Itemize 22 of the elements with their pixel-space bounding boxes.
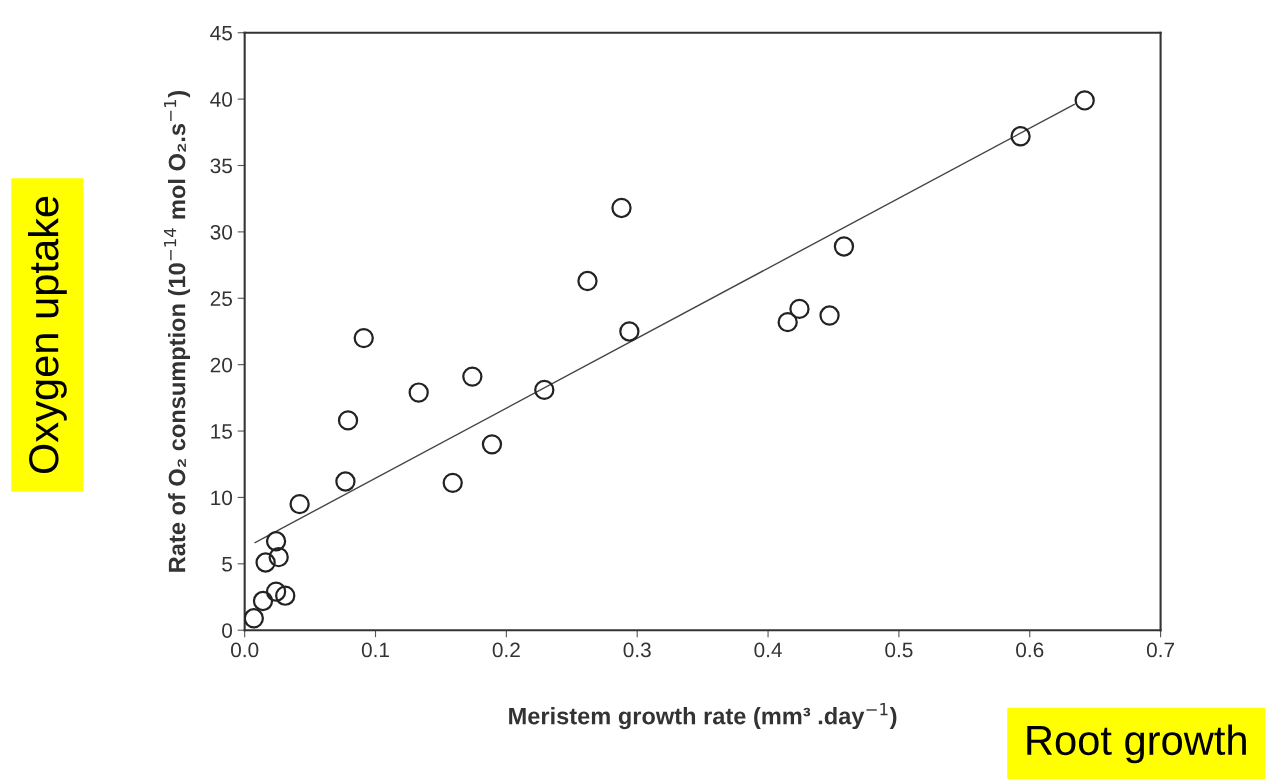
x-tick-label: 0.7 <box>1146 642 1175 658</box>
x-tick-label: 0.2 <box>492 642 520 658</box>
y-tick-label: 20 <box>210 357 233 373</box>
x-tick-label: 0.6 <box>1016 642 1044 658</box>
y-tick-label: 5 <box>222 557 232 572</box>
y-tick-label: 40 <box>210 92 233 107</box>
y-tick-label: 35 <box>210 158 232 174</box>
x-tick-label: 0.0 <box>231 642 259 658</box>
x-tick-label: 0.5 <box>885 642 913 658</box>
y-tick-label: 15 <box>211 424 232 439</box>
x-tick-label: 0.3 <box>623 642 651 658</box>
x-tick-label: 0.4 <box>754 642 782 658</box>
y-tick-label: 0 <box>222 623 233 638</box>
y-axis-title: Rate of O₂ consumption (10$^{−14}$ mol O₂.s$^{−1}$) <box>164 91 191 572</box>
y-tick-label: 30 <box>210 224 233 240</box>
y-tick-label: 45 <box>210 25 232 41</box>
text: Oxygen uptake <box>27 196 67 474</box>
text: Root growth <box>1027 724 1246 764</box>
x-tick-label: 0.1 <box>361 642 389 658</box>
y-tick-label: 25 <box>210 291 232 307</box>
x-axis-title: Meristem growth rate (mm³ .day$^{−1}$) <box>509 703 897 730</box>
y-tick-label: 10 <box>211 490 233 506</box>
